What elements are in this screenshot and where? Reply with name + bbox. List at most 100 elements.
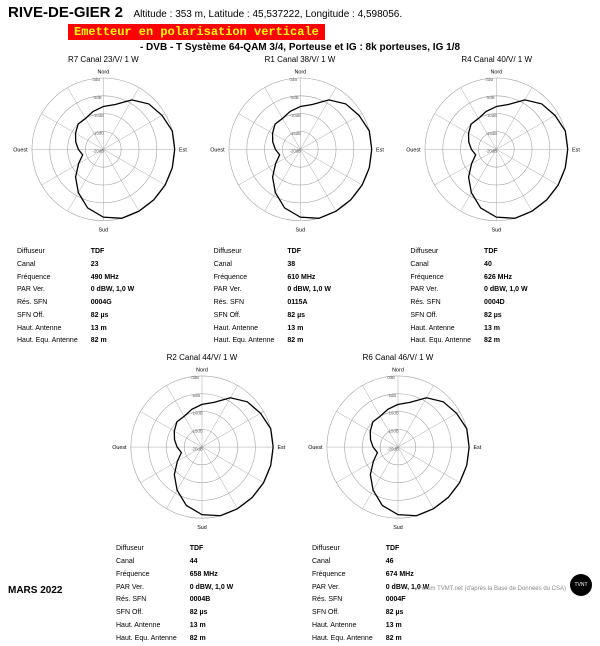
info-value: 82 m — [483, 336, 529, 347]
info-value: 0004B — [189, 595, 235, 606]
info-value: 0004D — [483, 298, 529, 309]
info-value: 610 MHz — [286, 273, 332, 284]
info-label: SFN Off. — [311, 608, 383, 619]
info-label: Haut. Antenne — [213, 324, 285, 335]
polar-chart: -20dB-15dB-10dB-5dB0dBNordSudEstOuest — [203, 65, 398, 238]
info-label: Haut. Equ. Antenne — [213, 336, 285, 347]
chart-title: R4 Canal 40/V/ 1 W — [399, 55, 594, 64]
chart-title: R2 Canal 44/V/ 1 W — [105, 353, 299, 362]
info-label: SFN Off. — [115, 608, 187, 619]
info-value: 38 — [286, 260, 332, 271]
chart-info-table: DiffuseurTDFCanal40Fréquence626 MHzPAR V… — [399, 243, 534, 349]
svg-text:Est: Est — [179, 148, 187, 154]
info-value: TDF — [189, 544, 235, 555]
svg-text:-5dB: -5dB — [486, 95, 495, 100]
info-value: 46 — [385, 557, 431, 568]
svg-text:0dB: 0dB — [486, 77, 494, 82]
info-value: 82 m — [385, 634, 431, 645]
info-value: 44 — [189, 557, 235, 568]
svg-text:-10dB: -10dB — [387, 411, 399, 416]
svg-text:0dB: 0dB — [387, 375, 395, 380]
info-value: 13 m — [90, 324, 136, 335]
svg-text:Est: Est — [572, 148, 580, 154]
info-value: 0 dBW, 1,0 W — [189, 583, 235, 594]
chart-cell: R4 Canal 40/V/ 1 W -20dB-15dB-10dB-5dB0d… — [399, 55, 594, 349]
info-value: 82 m — [90, 336, 136, 347]
svg-text:0dB: 0dB — [289, 77, 297, 82]
svg-text:Nord: Nord — [97, 70, 109, 76]
info-label: PAR Ver. — [115, 583, 187, 594]
svg-text:Ouest: Ouest — [407, 148, 422, 154]
spec-line: - DVB - T Système 64-QAM 3/4, Porteuse e… — [8, 42, 592, 53]
info-label: Diffuseur — [115, 544, 187, 555]
info-label: Haut. Equ. Antenne — [16, 336, 88, 347]
info-value: 674 MHz — [385, 570, 431, 581]
info-value: 23 — [90, 260, 136, 271]
info-label: Fréquence — [16, 273, 88, 284]
info-label: Haut. Antenne — [16, 324, 88, 335]
info-value: 13 m — [385, 621, 431, 632]
chart-info-table: DiffuseurTDFCanal44Fréquence658 MHzPAR V… — [105, 540, 240, 646]
site-name: RIVE-DE-GIER 2 — [8, 4, 123, 21]
coords: Altitude : 353 m, Latitude : 45,537222, … — [133, 9, 402, 20]
chart-cell: R1 Canal 38/V/ 1 W -20dB-15dB-10dB-5dB0d… — [203, 55, 398, 349]
svg-text:-20dB: -20dB — [387, 446, 399, 451]
info-value: 626 MHz — [483, 273, 529, 284]
svg-text:Sud: Sud — [393, 525, 403, 531]
info-value: 82 m — [286, 336, 332, 347]
info-label: Rés. SFN — [213, 298, 285, 309]
info-label: Fréquence — [409, 273, 481, 284]
chart-grid-row1: R7 Canal 23/V/ 1 W -20dB-15dB-10dB-5dB0d… — [0, 55, 600, 349]
header: RIVE-DE-GIER 2 Altitude : 353 m, Latitud… — [0, 0, 600, 53]
svg-text:-15dB: -15dB — [191, 429, 203, 434]
info-label: Canal — [115, 557, 187, 568]
info-value: 82 µs — [90, 311, 136, 322]
svg-text:-5dB: -5dB — [387, 393, 396, 398]
info-value: 82 µs — [483, 311, 529, 322]
info-value: 82 µs — [286, 311, 332, 322]
info-value: 0115A — [286, 298, 332, 309]
chart-info-table: DiffuseurTDFCanal23Fréquence490 MHzPAR V… — [6, 243, 141, 349]
info-label: Haut. Antenne — [311, 621, 383, 632]
svg-text:Sud: Sud — [197, 525, 207, 531]
svg-text:Ouest: Ouest — [210, 148, 225, 154]
svg-text:-15dB: -15dB — [486, 131, 498, 136]
info-label: Haut. Antenne — [115, 621, 187, 632]
svg-text:Nord: Nord — [491, 70, 503, 76]
info-value: TDF — [286, 247, 332, 258]
info-value: 40 — [483, 260, 529, 271]
svg-text:-20dB: -20dB — [289, 149, 301, 154]
svg-text:Ouest: Ouest — [13, 148, 28, 154]
warning-banner: Emetteur en polarisation verticale — [68, 24, 325, 40]
info-value: TDF — [90, 247, 136, 258]
info-label: Fréquence — [311, 570, 383, 581]
svg-text:-20dB: -20dB — [93, 149, 105, 154]
info-label: Diffuseur — [409, 247, 481, 258]
info-label: Rés. SFN — [16, 298, 88, 309]
info-label: SFN Off. — [409, 311, 481, 322]
info-label: Fréquence — [115, 570, 187, 581]
info-label: Rés. SFN — [409, 298, 481, 309]
chart-info-table: DiffuseurTDFCanal38Fréquence610 MHzPAR V… — [203, 243, 338, 349]
svg-text:-15dB: -15dB — [93, 131, 105, 136]
info-label: Canal — [16, 260, 88, 271]
chart-cell: R2 Canal 44/V/ 1 W -20dB-15dB-10dB-5dB0d… — [105, 353, 299, 646]
info-label: Canal — [213, 260, 285, 271]
info-label: Fréquence — [213, 273, 285, 284]
svg-text:Est: Est — [277, 445, 285, 451]
svg-text:Nord: Nord — [392, 368, 404, 374]
svg-text:Ouest: Ouest — [112, 445, 127, 451]
info-label: Haut. Equ. Antenne — [311, 634, 383, 645]
info-value: 0 dBW, 1,0 W — [90, 285, 136, 296]
info-label: PAR Ver. — [311, 583, 383, 594]
svg-text:Sud: Sud — [492, 228, 502, 234]
info-label: PAR Ver. — [16, 285, 88, 296]
svg-text:Ouest: Ouest — [308, 445, 323, 451]
info-value: 0 dBW, 1,0 W — [483, 285, 529, 296]
chart-cell: R6 Canal 46/V/ 1 W -20dB-15dB-10dB-5dB0d… — [301, 353, 495, 646]
info-label: Haut. Equ. Antenne — [115, 634, 187, 645]
svg-text:-5dB: -5dB — [93, 95, 102, 100]
svg-text:-10dB: -10dB — [289, 113, 301, 118]
chart-title: R1 Canal 38/V/ 1 W — [203, 55, 398, 64]
info-value: 490 MHz — [90, 273, 136, 284]
